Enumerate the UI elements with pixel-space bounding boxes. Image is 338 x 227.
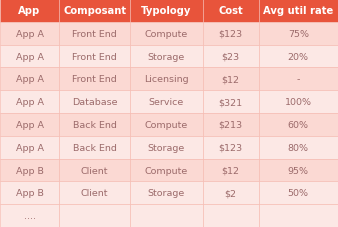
Text: 20%: 20% (288, 52, 309, 61)
Bar (203, 0, 259, 23)
Text: $23: $23 (222, 52, 240, 61)
Bar (259, 0, 338, 23)
Text: App: App (19, 6, 41, 16)
Text: Cost: Cost (218, 6, 243, 16)
Text: Front End: Front End (72, 30, 117, 39)
Bar (130, 91, 203, 114)
Text: Storage: Storage (148, 52, 185, 61)
Bar (0, 182, 59, 204)
Bar (259, 114, 338, 136)
Bar (203, 23, 259, 45)
Text: Compute: Compute (145, 166, 188, 175)
Bar (130, 114, 203, 136)
Bar (0, 45, 59, 68)
Bar (0, 23, 59, 45)
Bar (59, 159, 130, 182)
Text: -: - (297, 75, 300, 84)
Bar (0, 204, 59, 227)
Bar (259, 204, 338, 227)
Text: 95%: 95% (288, 166, 309, 175)
Bar (203, 114, 259, 136)
Bar (0, 91, 59, 114)
Text: Client: Client (81, 166, 108, 175)
Bar (59, 136, 130, 159)
Bar (0, 0, 59, 23)
Text: Service: Service (149, 98, 184, 107)
Text: 60%: 60% (288, 120, 309, 129)
Text: Back End: Back End (73, 120, 117, 129)
Bar (0, 114, 59, 136)
Text: $213: $213 (219, 120, 243, 129)
Text: App A: App A (16, 143, 44, 152)
Bar (59, 45, 130, 68)
Bar (59, 204, 130, 227)
Text: Storage: Storage (148, 188, 185, 197)
Bar (259, 159, 338, 182)
Bar (203, 182, 259, 204)
Text: Composant: Composant (63, 6, 126, 16)
Text: Database: Database (72, 98, 117, 107)
Text: Avg util rate: Avg util rate (263, 6, 333, 16)
Text: $123: $123 (219, 30, 243, 39)
Bar (259, 68, 338, 91)
Bar (130, 0, 203, 23)
Bar (59, 91, 130, 114)
Bar (203, 136, 259, 159)
Bar (259, 23, 338, 45)
Bar (259, 136, 338, 159)
Text: $321: $321 (219, 98, 243, 107)
Bar (130, 45, 203, 68)
Text: Compute: Compute (145, 120, 188, 129)
Bar (59, 23, 130, 45)
Text: App B: App B (16, 188, 44, 197)
Text: ....: .... (24, 211, 35, 220)
Bar (203, 68, 259, 91)
Text: Storage: Storage (148, 143, 185, 152)
Text: 50%: 50% (288, 188, 309, 197)
Bar (203, 45, 259, 68)
Text: 100%: 100% (285, 98, 312, 107)
Bar (0, 136, 59, 159)
Text: App A: App A (16, 120, 44, 129)
Text: $12: $12 (222, 75, 240, 84)
Text: Client: Client (81, 188, 108, 197)
Text: Typology: Typology (141, 6, 192, 16)
Bar (59, 68, 130, 91)
Bar (0, 159, 59, 182)
Bar (59, 0, 130, 23)
Text: App A: App A (16, 30, 44, 39)
Bar (259, 45, 338, 68)
Bar (203, 204, 259, 227)
Bar (0, 68, 59, 91)
Bar (130, 136, 203, 159)
Text: App B: App B (16, 166, 44, 175)
Bar (259, 182, 338, 204)
Bar (259, 91, 338, 114)
Bar (130, 204, 203, 227)
Text: Front End: Front End (72, 52, 117, 61)
Bar (130, 68, 203, 91)
Bar (59, 182, 130, 204)
Text: Compute: Compute (145, 30, 188, 39)
Bar (203, 159, 259, 182)
Text: 80%: 80% (288, 143, 309, 152)
Text: $123: $123 (219, 143, 243, 152)
Bar (130, 23, 203, 45)
Text: Back End: Back End (73, 143, 117, 152)
Bar (203, 91, 259, 114)
Bar (130, 159, 203, 182)
Text: 75%: 75% (288, 30, 309, 39)
Text: Front End: Front End (72, 75, 117, 84)
Bar (59, 114, 130, 136)
Text: App A: App A (16, 75, 44, 84)
Text: App A: App A (16, 52, 44, 61)
Text: $2: $2 (225, 188, 237, 197)
Bar (130, 182, 203, 204)
Text: $12: $12 (222, 166, 240, 175)
Text: Licensing: Licensing (144, 75, 189, 84)
Text: App A: App A (16, 98, 44, 107)
